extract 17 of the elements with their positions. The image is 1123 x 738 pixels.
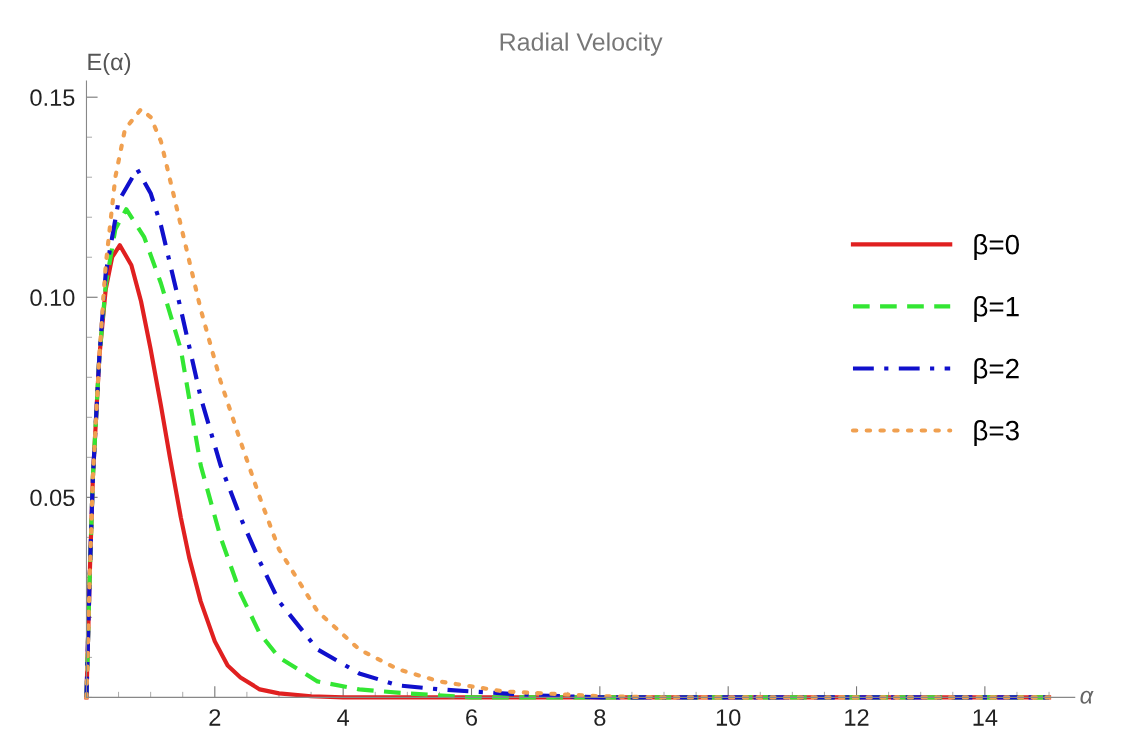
legend-label: β=0 (974, 234, 1019, 260)
x-tick-label: 4 (337, 709, 350, 726)
y-axis-title: E(α) (88, 53, 131, 76)
y-tick-label: 0.15 (30, 89, 75, 106)
legend-label: β=2 (974, 358, 1019, 384)
x-tick-label: 10 (716, 709, 741, 726)
chart-title: Radial Velocity (500, 32, 663, 56)
y-tick-label: 0.05 (30, 489, 75, 507)
x-axis-title: α (1080, 690, 1094, 704)
legend-label: β=1 (974, 296, 1019, 322)
y-tick-label: 0.10 (30, 289, 75, 307)
x-tick-label: 12 (845, 709, 869, 726)
legend-label: β=3 (974, 420, 1019, 446)
x-tick-label: 8 (594, 709, 606, 726)
x-tick-label: 2 (209, 709, 221, 726)
x-tick-label: 6 (466, 709, 478, 726)
x-tick-label: 14 (973, 709, 998, 726)
